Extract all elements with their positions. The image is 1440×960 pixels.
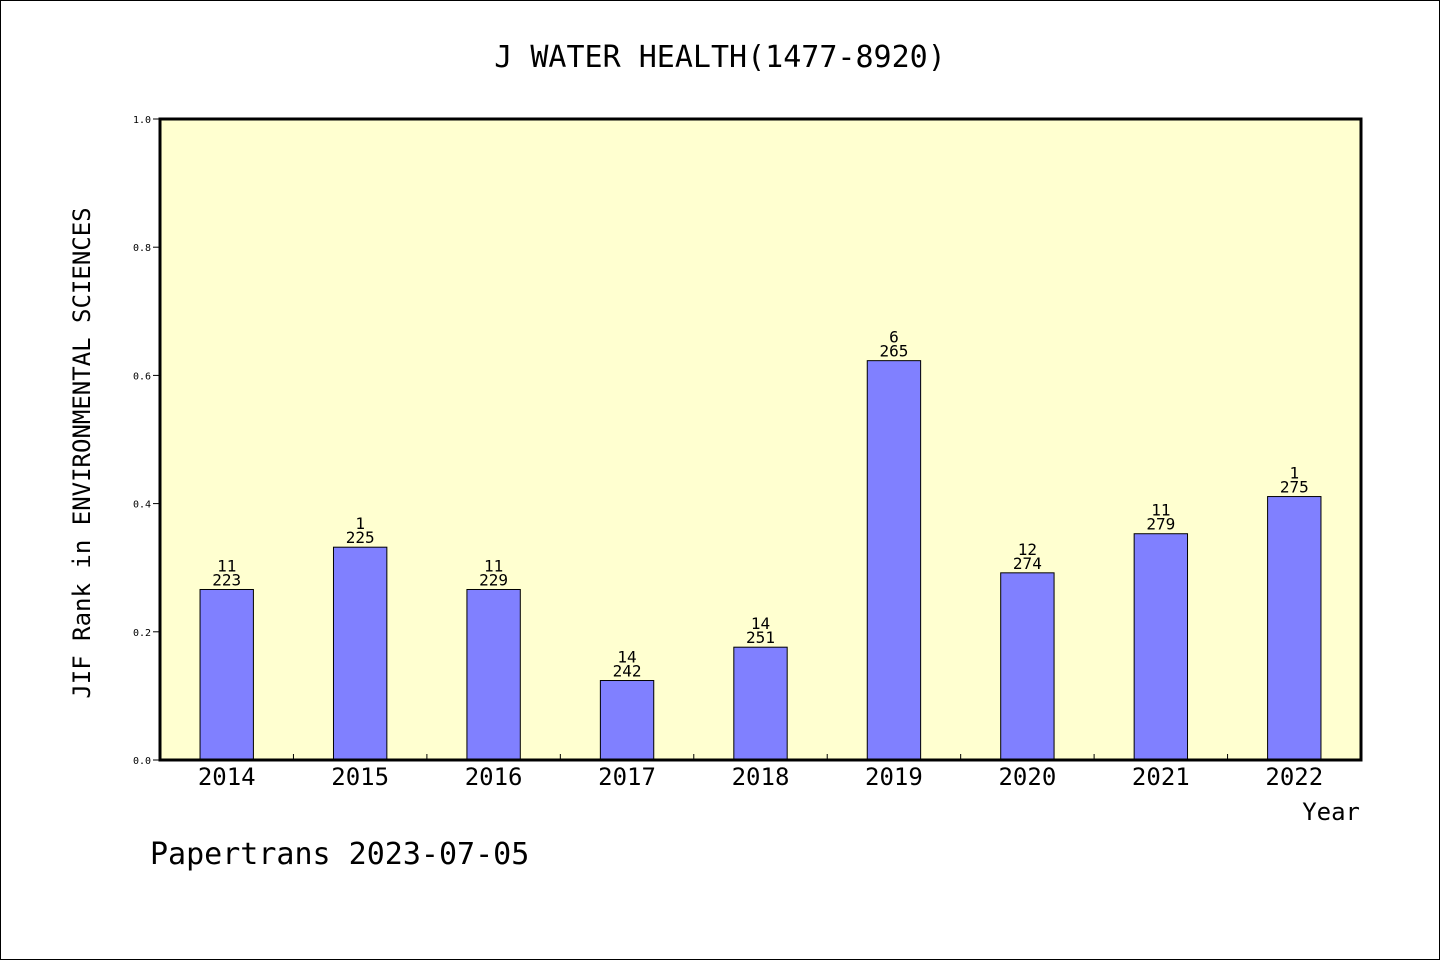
x-tick-label: 2015 [331,763,389,791]
bar-2019 [866,360,922,761]
x-tick-label: 2018 [732,763,790,791]
y-tick-label: 0.6 [133,371,151,382]
bar-total-label: 242 [613,662,642,681]
y-axis-label: JIF Rank in ENVIRONMENTAL SCIENCES [68,207,96,698]
bar-total-label: 251 [746,628,775,647]
bar-rank-label: 1 [1289,464,1299,483]
x-tick-label: 2016 [465,763,523,791]
bar-rank-label: 1 [355,514,365,533]
x-tick-label: 2021 [1132,763,1190,791]
bar-total-label: 229 [479,570,508,589]
footer-stamp: Papertrans 2023-07-05 [150,837,529,872]
bar-total-label: 274 [1013,554,1042,573]
y-tick-label: 1.0 [133,115,151,126]
x-tick-label: 2022 [1265,763,1323,791]
bar-total-label: 275 [1280,478,1309,497]
bar-rank-label: 6 [889,328,899,347]
bar-2014 [199,588,254,761]
bar-rank-label: 11 [484,556,503,575]
bar-rank-label: 11 [217,556,236,575]
bar-2021 [1133,533,1189,761]
x-tick-label: 2020 [998,763,1056,791]
plot-border [158,117,1363,762]
chart-title: J WATER HEALTH(1477-8920) [494,40,946,75]
bar-2020 [1000,572,1055,761]
y-axis-ticks: 0.0 0.2 0.4 0.6 0.8 1.0 [133,115,160,767]
bar-2018 [733,646,788,761]
x-axis-ticks: 2014 2015 2016 2017 2018 2019 2020 2021 2022 [198,754,1323,791]
y-tick-label: 0.8 [133,243,151,254]
x-axis-label: Year [1302,798,1360,826]
bar-2016 [466,588,521,761]
bar-total-label: 265 [879,342,908,361]
bar-2017 [599,680,655,761]
y-tick-label: 0.4 [133,500,151,511]
bar-total-label: 223 [212,570,241,589]
x-tick-label: 2017 [598,763,656,791]
bar-labels: 1122312251122914242142516265122741127912… [212,328,1308,681]
y-tick-label: 0.2 [133,628,151,639]
x-tick-label: 2014 [198,763,256,791]
bar-total-label: 279 [1146,515,1175,534]
bars [199,360,1322,761]
bar-rank-label: 14 [751,614,770,633]
bar-rank-label: 12 [1018,540,1037,559]
bar-2022 [1267,496,1322,761]
bar-2015 [332,546,388,761]
bar-rank-label: 14 [617,648,636,667]
y-tick-label: 0.0 [133,756,151,767]
x-tick-label: 2019 [865,763,923,791]
bar-total-label: 225 [346,528,375,547]
bar-rank-label: 11 [1151,501,1170,520]
